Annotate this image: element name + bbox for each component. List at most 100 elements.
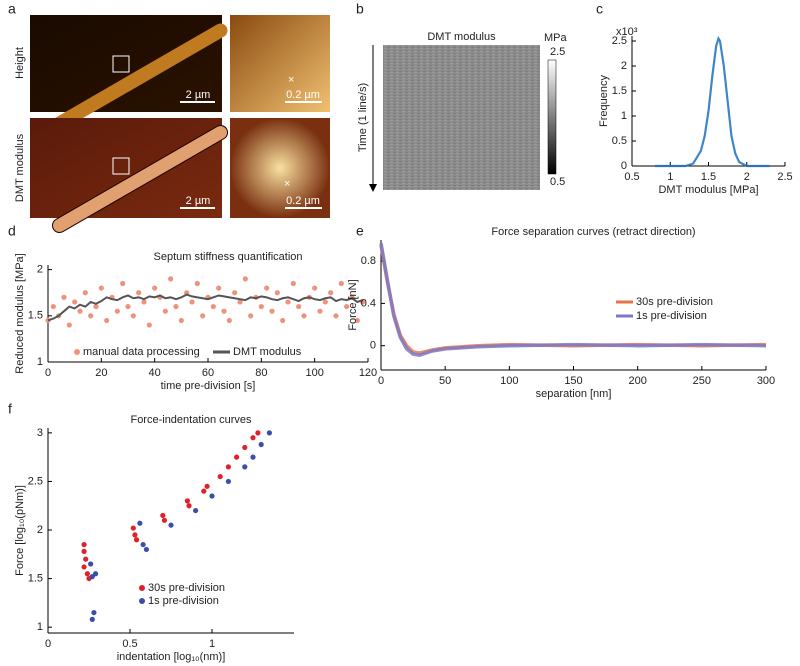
point (234, 454, 240, 460)
y-tick-label: 0.4 (361, 297, 376, 309)
panel-label: f (8, 401, 12, 417)
panel-label: a (8, 1, 16, 17)
y-tick-label: 2 (37, 264, 43, 276)
point (258, 441, 264, 448)
y-axis-label: Frequency (598, 75, 610, 127)
x-tick-label: 20 (95, 367, 107, 379)
point (93, 303, 99, 310)
x-tick-label: 80 (255, 367, 267, 379)
point (91, 609, 97, 616)
point (285, 299, 291, 305)
point (178, 317, 184, 324)
y-tick-label: 1.5 (612, 85, 627, 97)
point (104, 317, 110, 324)
point (186, 503, 192, 509)
x-tick-label: 250 (693, 375, 711, 387)
point (250, 435, 256, 441)
point (264, 285, 270, 291)
multiplier: x10³ (616, 26, 638, 38)
colorbar (547, 59, 557, 175)
y-tick-label: 1.5 (28, 572, 43, 584)
cross: × (288, 74, 294, 86)
x-tick-label: 100 (305, 367, 323, 379)
colorbar-tick-label: 2.5 (550, 46, 565, 58)
x-tick-label: 2 (744, 171, 750, 183)
point (82, 290, 88, 296)
point (250, 454, 256, 460)
height-image (30, 15, 222, 112)
y-tick-label: 3 (37, 427, 43, 439)
cross: × (284, 178, 290, 190)
legend-label: DMT modulus (233, 346, 302, 358)
point (184, 498, 190, 504)
y-axis-label: Reduced modulus [MPa] (14, 253, 26, 373)
point (328, 290, 334, 296)
y-axis-label: Time (1 line/s) (357, 83, 369, 152)
arrow-head (369, 184, 377, 192)
y-tick-label: 1.5 (28, 310, 43, 322)
y-tick-label: 2 (621, 60, 627, 72)
point (152, 285, 158, 291)
point (92, 571, 99, 577)
point (130, 313, 136, 319)
point (266, 430, 272, 436)
x-tick-label: 1.5 (701, 171, 716, 183)
y-tick-label: 2.5 (28, 475, 43, 487)
point (194, 280, 200, 287)
point (173, 303, 179, 310)
point (354, 317, 360, 324)
point (50, 303, 56, 310)
point (133, 537, 140, 543)
x-tick-label: 150 (564, 375, 582, 387)
point (312, 285, 318, 291)
row-label: Height (14, 47, 26, 79)
point (77, 308, 83, 314)
point (88, 561, 94, 567)
x-tick-label: 50 (439, 375, 451, 387)
point (160, 512, 166, 519)
y-tick-label: 1 (621, 110, 627, 122)
point (274, 290, 280, 296)
point (204, 483, 210, 489)
x-tick-label: 60 (202, 367, 214, 379)
point (125, 303, 131, 310)
point (88, 313, 94, 319)
scale-label: 2 µm (186, 195, 211, 207)
point (193, 507, 199, 514)
x-tick-label: 300 (757, 375, 775, 387)
point (130, 525, 136, 531)
point (290, 280, 296, 287)
x-tick-label: 2.5 (777, 171, 792, 183)
x-tick-label: 1 (667, 171, 673, 183)
point (201, 488, 207, 494)
point (269, 308, 275, 314)
point (83, 556, 89, 562)
point (225, 464, 231, 470)
point (189, 299, 195, 305)
y-tick-label: 1 (37, 356, 43, 368)
point (81, 564, 87, 570)
rod (51, 125, 229, 233)
point (209, 493, 215, 499)
point (143, 546, 149, 553)
panel-label: b (356, 1, 364, 17)
point (81, 541, 87, 548)
legend-marker (74, 349, 80, 355)
point (280, 317, 286, 324)
x-tick-label: 1 (209, 638, 215, 650)
height-zoom (230, 15, 330, 112)
y-tick-label: 0.5 (612, 135, 627, 147)
x-axis-label: indentation [log₁₀(nm)] (117, 651, 226, 663)
panel-label: c (596, 1, 603, 17)
point (258, 303, 264, 310)
point (225, 478, 231, 485)
row-label: DMT modulus (14, 133, 26, 202)
point (146, 322, 152, 328)
x-tick-label: 100 (500, 375, 518, 387)
point (255, 430, 261, 436)
colorbar-tick-label: 0.5 (550, 176, 565, 188)
point (141, 299, 147, 305)
legend-marker (139, 598, 145, 604)
y-tick-label: 0.8 (361, 255, 376, 267)
point (217, 473, 223, 480)
